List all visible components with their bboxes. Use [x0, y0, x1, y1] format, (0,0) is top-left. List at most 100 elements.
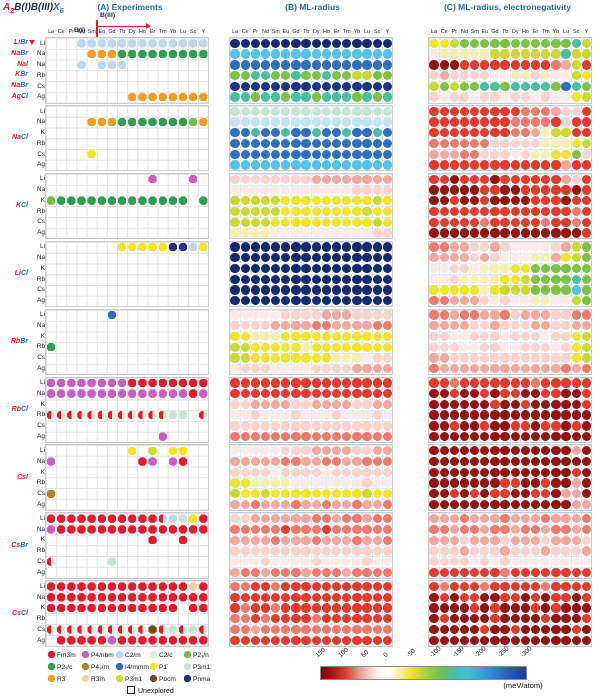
cell-dot	[372, 160, 382, 170]
cell-dot	[291, 263, 301, 274]
cell-dot	[128, 196, 137, 205]
cell-dot	[291, 128, 301, 138]
cell-dot	[571, 388, 581, 399]
cell-dot	[128, 378, 137, 388]
cell-dot	[57, 593, 66, 602]
cell-dot	[382, 92, 392, 102]
cell-dot	[520, 49, 531, 59]
cell-dot	[459, 581, 470, 592]
cell-dot	[439, 196, 449, 206]
cell-dot	[362, 174, 372, 184]
cell-dot	[429, 581, 439, 592]
column-header-er: Er	[333, 29, 340, 35]
row-label-ag: Ag	[37, 297, 45, 305]
cell-dot	[530, 217, 541, 227]
row-label-rb: Rb	[36, 411, 45, 419]
cell-dot	[470, 285, 480, 295]
cell-dot	[561, 185, 571, 195]
cell-dot	[281, 514, 291, 524]
cell-dot	[281, 557, 291, 567]
cell-dot	[260, 431, 271, 442]
cell-dot	[581, 378, 591, 388]
cell-dot	[470, 421, 480, 431]
cell-dot	[260, 185, 271, 195]
cell-dot	[331, 592, 342, 602]
cell-dot	[199, 582, 208, 591]
cell-dot	[520, 149, 531, 159]
column-header-yb: Yb	[169, 29, 177, 35]
cell-dot	[470, 149, 480, 159]
cell-dot	[77, 410, 86, 420]
cell-dot	[449, 70, 460, 81]
cell-dot	[362, 160, 372, 170]
cell-dot	[439, 174, 449, 184]
cell-dot	[551, 310, 561, 320]
cell-dot	[520, 364, 531, 374]
cell-dot	[449, 185, 460, 195]
cell-dot	[240, 446, 250, 456]
cell-dot	[230, 614, 240, 624]
cell-dot	[230, 263, 240, 274]
cell-dot	[571, 38, 581, 49]
cell-dot	[342, 296, 352, 306]
cell-dot	[321, 228, 332, 238]
cell-dot	[331, 524, 342, 535]
cell-dot	[490, 388, 500, 399]
cell-dot	[57, 514, 66, 523]
cell-dot	[480, 364, 490, 374]
cell-dot	[439, 117, 449, 127]
cell-dot	[301, 388, 311, 399]
cell-dot	[520, 331, 531, 342]
axis-label-b3: B(III)	[100, 12, 116, 19]
cell-dot	[571, 310, 581, 320]
cell-dot	[429, 228, 439, 238]
cell-dot	[301, 242, 311, 252]
cell-dot	[530, 624, 541, 635]
cell-dot	[331, 160, 342, 170]
cell-dot	[429, 364, 439, 374]
cell-dot	[117, 389, 127, 398]
cell-dot	[439, 524, 449, 535]
cell-dot	[490, 228, 500, 238]
cell-dot	[449, 174, 460, 184]
cell-dot	[439, 206, 449, 217]
column-header-nd: Nd	[461, 29, 468, 35]
cell-dot	[250, 174, 261, 184]
cell-dot	[331, 310, 342, 320]
figure-title: A2B(I)B(III)X6	[3, 2, 64, 15]
cell-dot	[581, 206, 591, 217]
legend-item-label: I4/mmm	[125, 664, 149, 671]
cell-dot	[372, 185, 382, 195]
row-label-na: Na	[36, 389, 45, 397]
colorbar-tick-0: 0	[382, 651, 390, 659]
cell-dot	[342, 49, 352, 59]
cell-dot	[281, 421, 291, 431]
cell-dot	[561, 446, 571, 456]
cell-dot	[382, 160, 392, 170]
row-label-k: K	[40, 129, 45, 136]
cell-dot	[342, 378, 352, 388]
cell-dot	[291, 49, 301, 59]
cell-dot	[429, 206, 439, 217]
cell-dot	[490, 567, 500, 578]
cell-dot	[342, 285, 352, 295]
cell-dot	[362, 285, 372, 295]
cell-dot	[581, 614, 591, 624]
row-label-li: Li	[40, 39, 45, 47]
cell-dot	[510, 206, 520, 217]
cell-dot	[581, 331, 591, 342]
cell-dot	[530, 581, 541, 592]
cell-dot	[530, 478, 541, 488]
panel-a-block-8	[45, 580, 210, 647]
cell-dot	[342, 331, 352, 342]
cell-dot	[541, 117, 551, 127]
cell-dot	[57, 378, 66, 388]
cell-dot	[439, 321, 449, 331]
cell-dot	[439, 489, 449, 499]
cell-dot	[520, 174, 531, 184]
cell-dot	[541, 514, 551, 524]
cell-dot	[561, 217, 571, 227]
cell-dot	[510, 614, 520, 624]
cell-dot	[541, 185, 551, 195]
cell-dot	[561, 138, 571, 149]
